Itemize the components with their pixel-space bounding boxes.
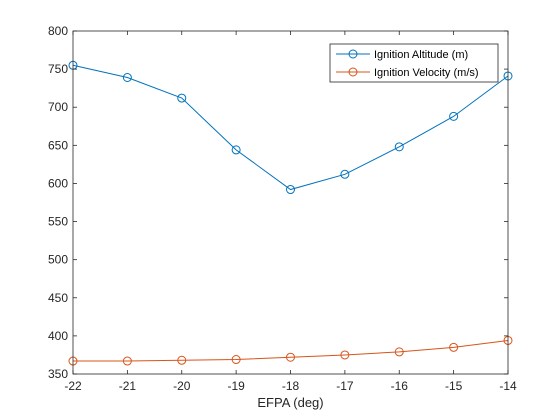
x-tick-label: -19 — [227, 379, 245, 393]
data-point — [394, 347, 404, 357]
y-tick-label: 350 — [48, 367, 68, 381]
legend-label: Ignition Altitude (m) — [374, 49, 468, 61]
y-tick-label: 800 — [48, 24, 68, 38]
x-tick-label: -18 — [282, 379, 300, 393]
data-point — [340, 169, 350, 179]
data-point — [286, 185, 295, 195]
data-point — [122, 72, 132, 82]
data-point — [231, 355, 241, 365]
data-point — [286, 352, 295, 362]
x-axis-label: EFPA (deg) — [257, 395, 323, 410]
series-line — [72, 64, 509, 191]
legend: Ignition Altitude (m) Ignition Velocity (… — [329, 43, 499, 83]
legend-item: Ignition Velocity (m/s) — [336, 67, 479, 79]
legend-marker — [348, 67, 358, 77]
y-tick-label: 500 — [48, 253, 68, 267]
x-tick-label: -22 — [64, 379, 82, 393]
legend-box — [329, 43, 499, 83]
data-point — [231, 145, 241, 155]
x-tick-label: -15 — [445, 379, 463, 393]
data-point — [449, 342, 459, 352]
data-point — [449, 111, 459, 121]
x-tick-label: -21 — [119, 379, 137, 393]
data-point — [177, 93, 187, 103]
legend-item: Ignition Altitude (m) — [336, 49, 468, 61]
y-tick-label: 450 — [48, 291, 68, 305]
y-tick-label: 700 — [48, 100, 68, 114]
y-tick-label: 650 — [48, 138, 68, 152]
ticks-layer: -22 -21 -20 -19 -18 -17 -16 -15 -14 350 400 450 500 5… — [48, 24, 517, 393]
data-point — [340, 350, 350, 360]
y-tick-label: 750 — [48, 62, 68, 76]
legend-items: Ignition Altitude (m) Ignition Velocity (… — [336, 49, 479, 79]
legend-marker — [348, 49, 358, 59]
series-line — [73, 339, 509, 362]
data-point — [177, 355, 187, 365]
series-2 — [68, 335, 513, 366]
legend-label: Ignition Velocity (m/s) — [374, 67, 479, 79]
x-tick-label: -16 — [391, 379, 409, 393]
x-tick-label: -14 — [499, 379, 517, 393]
data-point — [394, 142, 404, 152]
y-tick-label: 400 — [48, 329, 68, 343]
y-tick-label: 550 — [48, 215, 68, 229]
x-tick-label: -20 — [173, 379, 191, 393]
plot-area — [73, 31, 508, 374]
data-point — [122, 356, 132, 366]
x-tick-label: -17 — [336, 379, 354, 393]
y-tick-label: 600 — [48, 176, 68, 190]
